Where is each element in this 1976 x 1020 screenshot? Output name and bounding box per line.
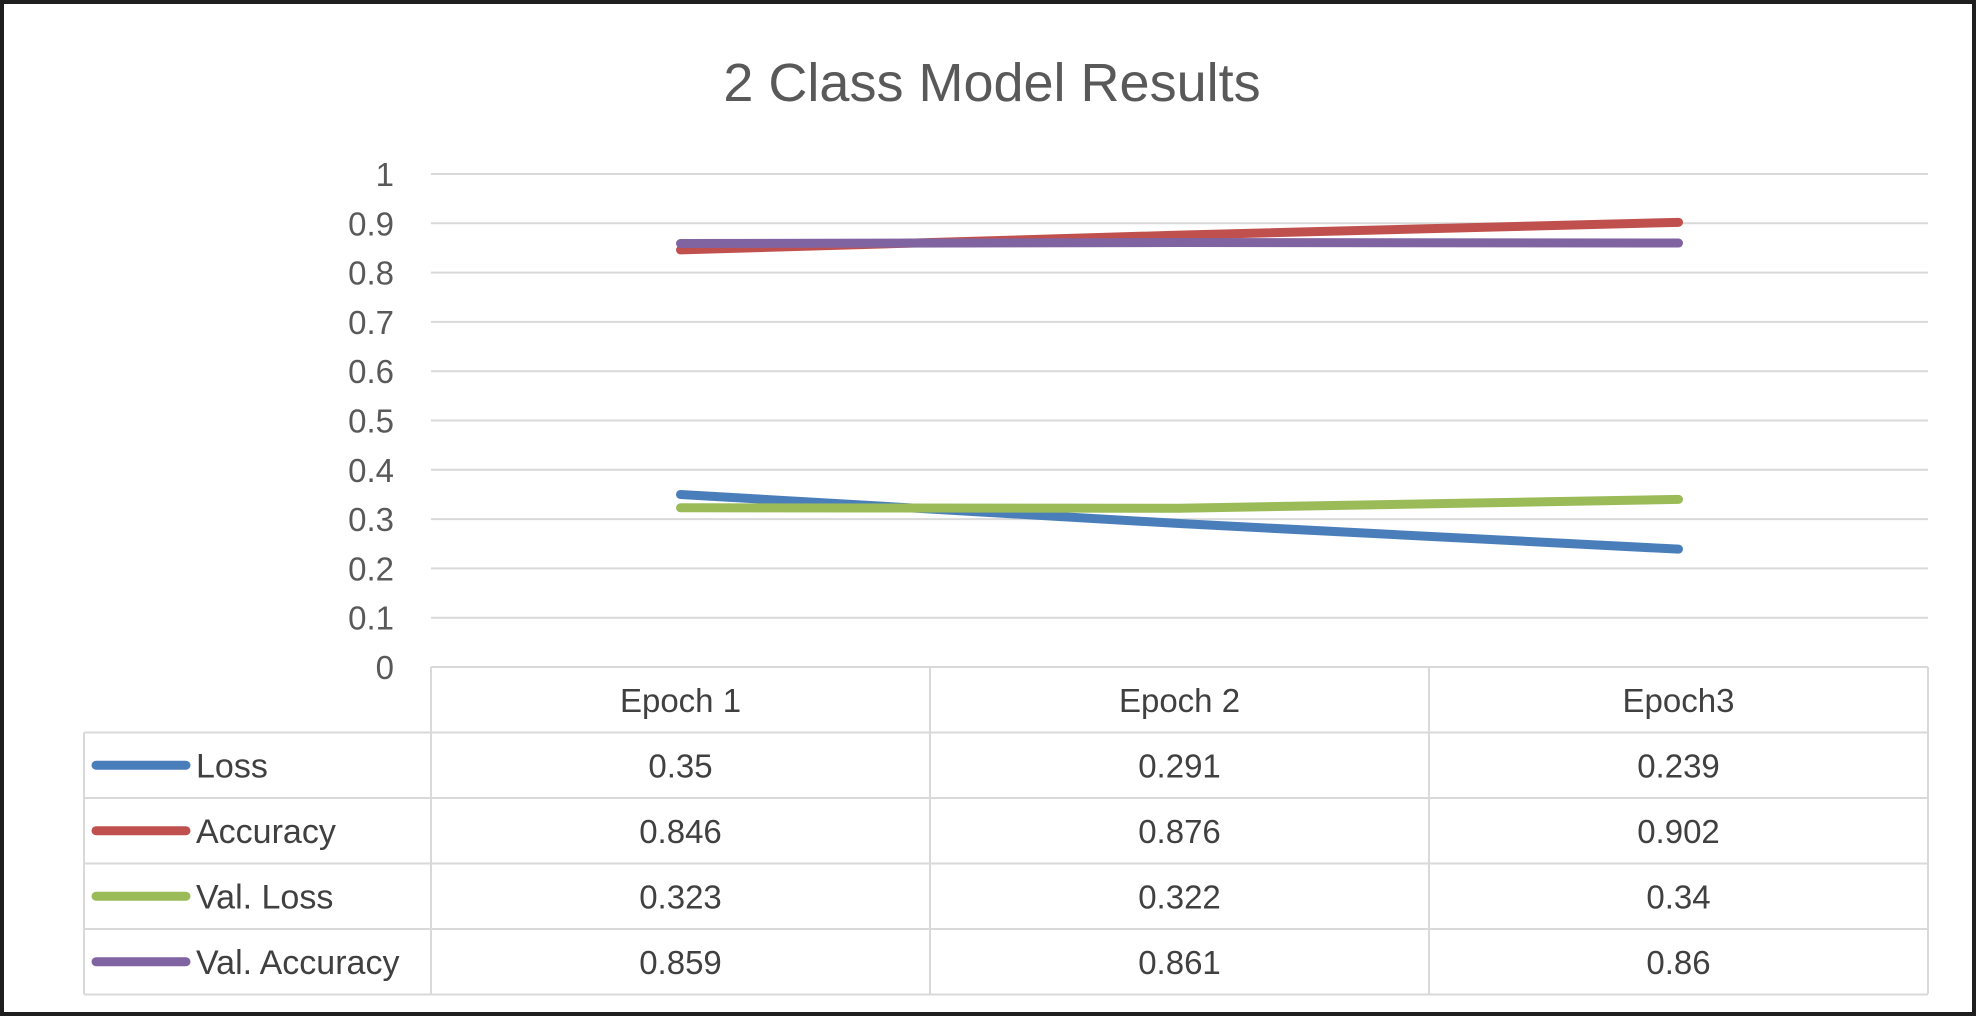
series-line — [676, 494, 1683, 513]
data-value-cell: 0.239 — [1637, 747, 1720, 784]
y-tick-label: 0.2 — [348, 550, 394, 587]
y-tick-label: 0.5 — [348, 403, 394, 440]
y-tick-label: 0.7 — [348, 304, 394, 341]
series-name: Val. Loss — [196, 878, 333, 916]
y-tick-label: 0.8 — [348, 255, 394, 292]
data-value-cell: 0.902 — [1637, 813, 1720, 850]
series-lines — [676, 217, 1683, 554]
data-value-cell: 0.876 — [1138, 813, 1221, 850]
y-tick-label: 0.9 — [348, 205, 394, 242]
data-value-cell: 0.859 — [639, 944, 722, 981]
series-name: Loss — [196, 747, 268, 785]
chart-title: 2 Class Model Results — [723, 53, 1260, 113]
y-tick-label: 1 — [376, 156, 394, 193]
data-table: Epoch 1 Epoch 2 Epoch3 Loss 0.35 0.291 0.239 Ac… — [83, 667, 1929, 996]
category-label: Epoch 2 — [1119, 682, 1240, 719]
series-name: Val. Accuracy — [196, 944, 399, 982]
data-value-cell: 0.86 — [1646, 944, 1710, 981]
y-tick-label: 0 — [376, 649, 394, 686]
y-tick-label: 0.1 — [348, 600, 394, 637]
data-value-cell: 0.35 — [648, 747, 712, 784]
series-line — [676, 238, 1683, 249]
series-name: Accuracy — [196, 813, 336, 851]
y-axis-ticks: 0 0.1 0.2 0.3 0.4 0.5 0.6 0.7 0.8 0.9 1 — [348, 156, 394, 686]
data-value-cell: 0.861 — [1138, 944, 1221, 981]
data-value-cell: 0.322 — [1138, 878, 1221, 915]
category-label: Epoch 1 — [620, 682, 741, 719]
y-tick-label: 0.4 — [348, 452, 394, 489]
data-value-cell: 0.34 — [1646, 878, 1710, 915]
category-label: Epoch3 — [1623, 682, 1735, 719]
y-tick-label: 0.6 — [348, 353, 394, 390]
data-value-cell: 0.323 — [639, 878, 722, 915]
data-value-cell: 0.291 — [1138, 747, 1221, 784]
line-chart: 2 Class Model Results 0 0.1 0.2 0.3 0.4 0.5 0.… — [83, 53, 1929, 996]
y-tick-label: 0.3 — [348, 501, 394, 538]
gridlines — [431, 173, 1928, 668]
data-value-cell: 0.846 — [639, 813, 722, 850]
